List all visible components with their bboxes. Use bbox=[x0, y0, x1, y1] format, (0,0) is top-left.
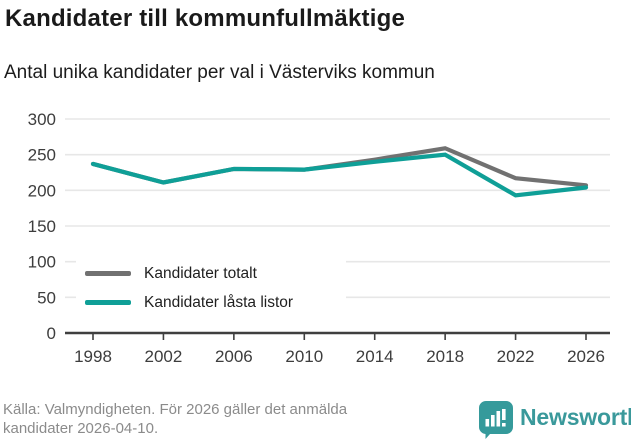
y-tick-label: 300 bbox=[28, 110, 56, 129]
y-axis-labels: 0 50 100 150 200 250 300 bbox=[28, 110, 56, 343]
newsworthy-logo: Newsworthy bbox=[479, 401, 631, 439]
x-axis bbox=[65, 331, 610, 340]
x-tick-label: 2018 bbox=[426, 347, 464, 366]
y-tick-label: 100 bbox=[28, 253, 56, 272]
x-axis-labels: 1998 2002 2006 2010 2014 2018 2022 2026 bbox=[74, 347, 605, 366]
chart-subtitle: Antal unika kandidater per val i Västerv… bbox=[4, 62, 435, 83]
chart-legend: Kandidater totalt Kandidater låsta listo… bbox=[76, 259, 346, 317]
legend-label-lasta-listor: Kandidater låsta listor bbox=[144, 293, 294, 311]
x-tick-label: 2014 bbox=[356, 347, 394, 366]
series-lines bbox=[90, 146, 589, 198]
y-tick-label: 0 bbox=[47, 324, 56, 343]
legend-label-totalt: Kandidater totalt bbox=[144, 264, 257, 282]
logo-wordmark: Newsworthy bbox=[520, 404, 631, 430]
x-tick-label: 2010 bbox=[285, 347, 323, 366]
page-title: Kandidater till kommunfullmäktige bbox=[5, 5, 405, 32]
bar-chart-bubble-icon bbox=[479, 401, 513, 439]
series-line-1 bbox=[90, 152, 589, 198]
x-tick-label: 1998 bbox=[74, 347, 112, 366]
legend-item-totalt: Kandidater totalt bbox=[76, 260, 346, 287]
y-tick-label: 200 bbox=[28, 181, 56, 200]
y-tick-label: 50 bbox=[37, 288, 56, 307]
x-tick-label: 2022 bbox=[497, 347, 535, 366]
legend-swatch-lasta-listor bbox=[85, 300, 131, 305]
x-tick-label: 2026 bbox=[567, 347, 605, 366]
legend-swatch-totalt bbox=[85, 271, 131, 276]
x-tick-label: 2002 bbox=[145, 347, 183, 366]
y-tick-label: 250 bbox=[28, 146, 56, 165]
source-text: Källa: Valmyndigheten. För 2026 gäller d… bbox=[3, 401, 348, 437]
x-tick-label: 2006 bbox=[215, 347, 253, 366]
y-tick-label: 150 bbox=[28, 217, 56, 236]
legend-item-lasta-listor: Kandidater låsta listor bbox=[76, 289, 346, 316]
